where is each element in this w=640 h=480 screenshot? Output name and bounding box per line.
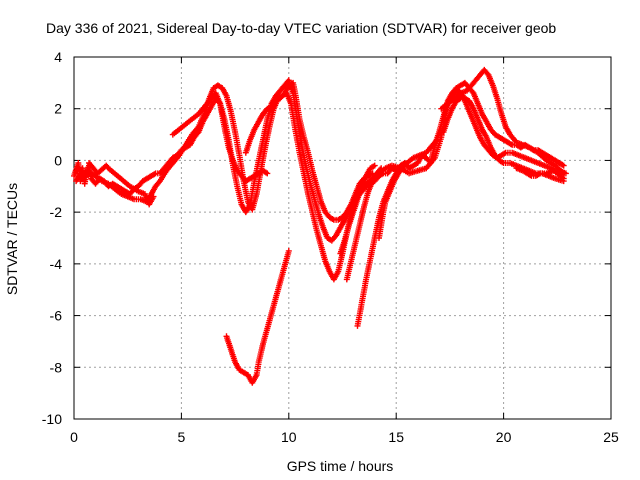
x-tick-label: 25 <box>603 429 619 445</box>
x-tick-label: 15 <box>388 429 404 445</box>
plot-frame <box>73 56 612 420</box>
data-series-track-b <box>73 82 567 283</box>
data-marks <box>71 66 569 386</box>
x-tick-label: 0 <box>70 429 78 445</box>
data-series-track-i <box>223 247 292 386</box>
data-series-track-f <box>343 165 385 283</box>
x-tick-label: 20 <box>496 429 512 445</box>
x-axis-label: GPS time / hours <box>287 458 394 474</box>
data-series-track-h <box>376 136 440 241</box>
x-tick-label: 10 <box>281 429 297 445</box>
y-tick-label: 0 <box>54 152 62 168</box>
chart-title: Day 336 of 2021, Sidereal Day-to-day VTE… <box>46 20 556 36</box>
y-tick-label: -6 <box>50 308 63 324</box>
y-tick-label: -2 <box>50 204 63 220</box>
y-tick-label: -10 <box>42 411 62 427</box>
y-tick-label: -8 <box>50 359 63 375</box>
axis-ticks: 0 5 10 15 20 25 -10 -8 -6 -4 -2 0 2 4 <box>42 49 619 445</box>
y-tick-label: -4 <box>50 256 63 272</box>
x-tick-label: 5 <box>178 429 186 445</box>
data-series-track-c <box>169 90 271 185</box>
data-series-track-m <box>513 165 569 179</box>
data-series-track-d <box>242 79 376 223</box>
data-series-track-l <box>86 160 157 208</box>
data-series-track-j <box>438 66 567 177</box>
y-axis-label: SDTVAR / TECUs <box>4 183 20 295</box>
data-series-track-e <box>337 162 378 257</box>
y-tick-label: 2 <box>54 101 62 117</box>
y-tick-label: 4 <box>54 49 62 65</box>
